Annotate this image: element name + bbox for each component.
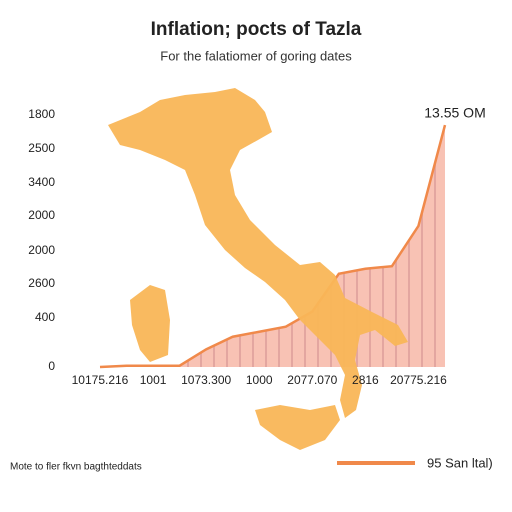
y-tick-label: 2600 bbox=[28, 276, 55, 290]
x-tick-label: 2816 bbox=[352, 373, 379, 387]
map-italy bbox=[108, 88, 408, 450]
annotation: 13.55 OM bbox=[424, 105, 485, 121]
y-tick-label: 400 bbox=[35, 310, 55, 324]
x-tick-label: 1001 bbox=[140, 373, 167, 387]
x-tick-label: 10175.216 bbox=[72, 373, 129, 387]
y-tick-label: 1800 bbox=[28, 107, 55, 121]
y-tick-label: 2000 bbox=[28, 243, 55, 257]
chart-subtitle: For the falatiomer of goring dates bbox=[160, 48, 352, 63]
y-tick-label: 3400 bbox=[28, 175, 55, 189]
y-tick-label: 2500 bbox=[28, 141, 55, 155]
area-line bbox=[99, 124, 447, 369]
legend-label: 95 San ltal) bbox=[427, 455, 493, 470]
x-tick-label: 20775.216 bbox=[390, 373, 447, 387]
x-tick-label: 2077.070 bbox=[287, 373, 337, 387]
footnote: Mote to fler fkvn bagthteddats bbox=[10, 462, 142, 473]
chart-title: Inflation; pocts of Tazla bbox=[151, 19, 362, 40]
x-tick-label: 1000 bbox=[246, 373, 273, 387]
y-tick-label: 2000 bbox=[28, 208, 55, 222]
x-tick-label: 1073.300 bbox=[181, 373, 231, 387]
y-tick-label: 0 bbox=[48, 359, 55, 373]
